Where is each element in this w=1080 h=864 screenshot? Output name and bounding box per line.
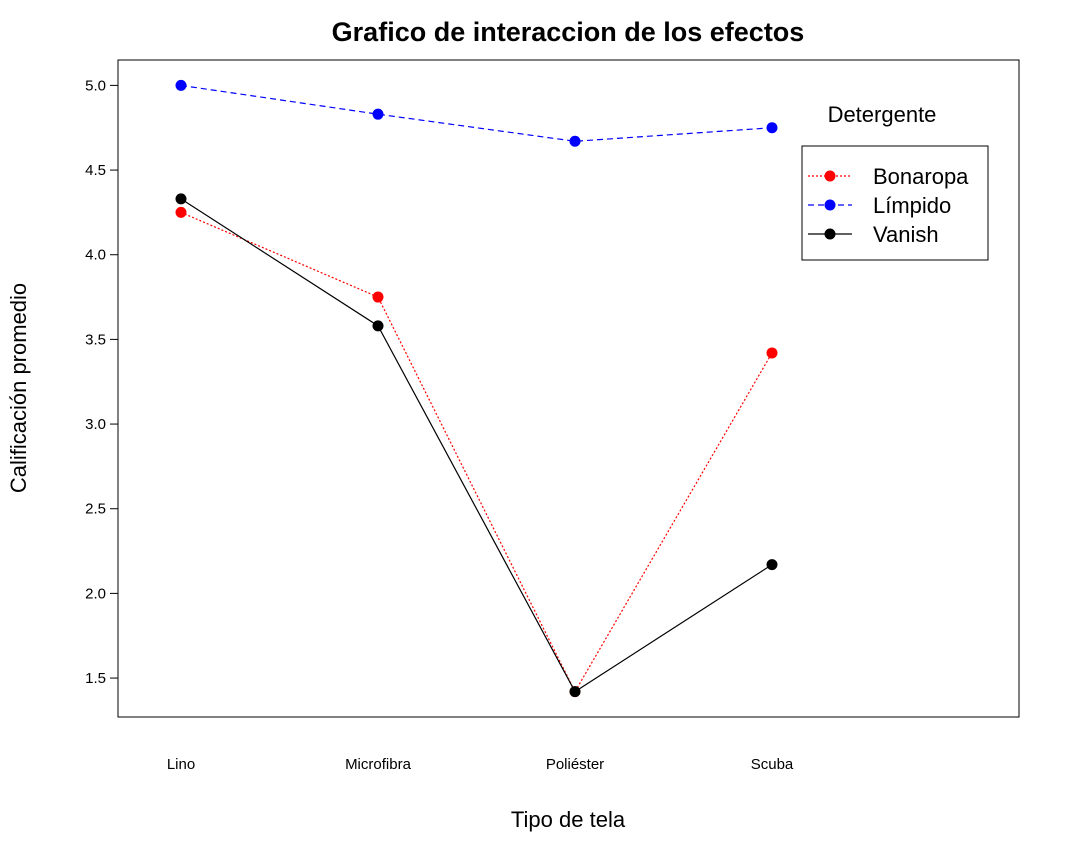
y-tick-label: 2.5 — [85, 501, 106, 518]
data-point — [766, 122, 778, 134]
y-tick-label: 5.0 — [85, 77, 106, 94]
x-tick-label: Lino — [167, 756, 195, 773]
data-point — [372, 291, 384, 303]
y-tick-label: 4.0 — [85, 247, 106, 264]
series-vanish — [175, 193, 778, 698]
x-tick-label: Scuba — [751, 756, 794, 773]
y-tick-label: 1.5 — [85, 670, 106, 687]
y-tick-label: 2.0 — [85, 585, 106, 602]
y-axis: 1.5 2.0 2.5 3.0 3.5 4.0 4.5 5.0 — [85, 77, 118, 687]
series-line — [180, 198, 773, 693]
series-límpido — [175, 79, 778, 147]
legend-marker — [824, 199, 836, 211]
x-axis: Lino Microfibra Poliéster Scuba — [167, 756, 794, 773]
data-point — [175, 79, 187, 91]
y-tick-label: 3.5 — [85, 331, 106, 348]
legend-marker — [824, 170, 836, 182]
data-point — [372, 108, 384, 120]
series-bonaropa — [175, 206, 778, 698]
data-point — [569, 686, 581, 698]
x-tick-label: Poliéster — [546, 756, 604, 773]
legend-label: Límpido — [873, 193, 951, 218]
series-layer — [175, 79, 778, 698]
data-point — [766, 559, 778, 571]
legend-label: Vanish — [873, 222, 939, 247]
data-point — [175, 206, 187, 218]
legend-title: Detergente — [828, 102, 937, 127]
plot-area-border — [117, 59, 1020, 718]
data-point — [569, 135, 581, 147]
x-tick-label: Microfibra — [345, 756, 412, 773]
chart-title: Grafico de interaccion de los efectos — [332, 17, 805, 47]
legend-label: Bonaropa — [873, 164, 969, 189]
x-axis-label: Tipo de tela — [511, 807, 626, 832]
y-axis-label: Calificación promedio — [6, 283, 31, 493]
legend-marker — [824, 228, 836, 240]
data-point — [372, 320, 384, 332]
legend: Bonaropa Límpido Vanish — [801, 145, 989, 261]
data-point — [175, 193, 187, 205]
y-tick-label: 4.5 — [85, 162, 106, 179]
data-point — [766, 347, 778, 359]
series-line — [180, 84, 773, 142]
y-tick-label: 3.0 — [85, 416, 106, 433]
series-line — [180, 211, 773, 693]
